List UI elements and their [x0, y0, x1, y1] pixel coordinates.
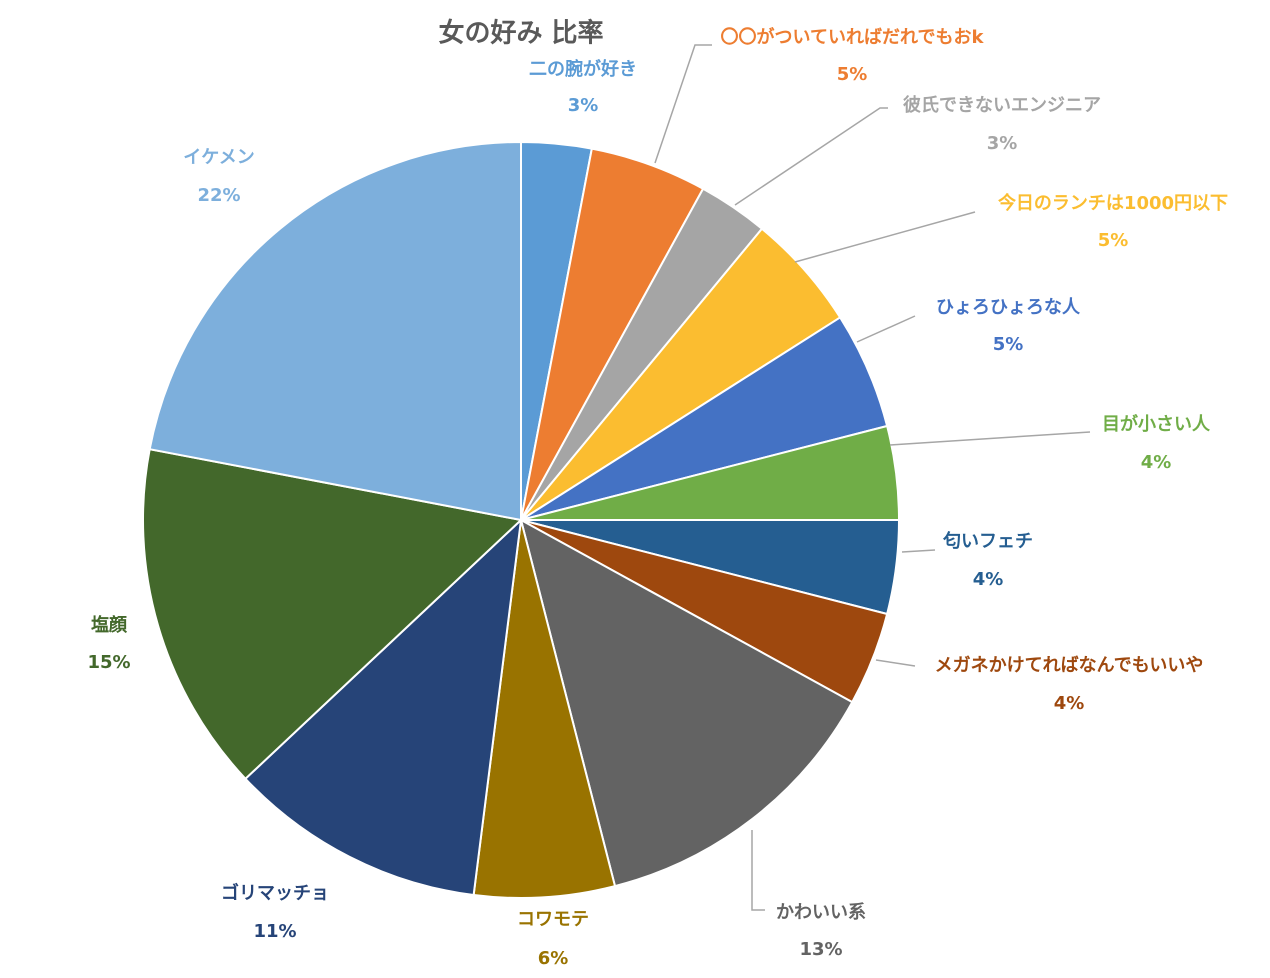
slice-label: 塩顔 [91, 614, 128, 636]
value-label: 5% [837, 64, 868, 85]
value-label: 13% [799, 939, 842, 960]
value-label: 3% [568, 95, 599, 116]
slice-label: 〇〇がついていればだれでもおk [721, 26, 985, 48]
value-label: 4% [1054, 693, 1085, 714]
pie-slice [472, 519, 617, 899]
leader-line [794, 211, 976, 263]
slice-label: 目が小さい人 [1102, 413, 1211, 435]
value-label: 11% [253, 921, 296, 942]
slice-label: メガネかけてればなんでもいいや [935, 655, 1204, 676]
pie-slice [142, 448, 524, 781]
leader-line [751, 830, 765, 911]
leader-line [901, 549, 936, 553]
value-label: 4% [1141, 452, 1172, 473]
slice-label: 匂いフェチ [942, 530, 1033, 552]
slice-label: ひょろひょろな人 [936, 297, 1081, 318]
chart-title: 女の好み 比率 [438, 18, 603, 49]
leader-line [889, 431, 1091, 446]
leader-line [734, 107, 888, 206]
value-label: 6% [538, 948, 569, 969]
slice-label: 彼氏できないエンジニア [903, 94, 1101, 116]
value-label: 5% [1098, 230, 1129, 251]
value-label: 3% [987, 133, 1018, 154]
value-label: 15% [87, 652, 130, 673]
pie-slice [519, 518, 854, 888]
value-label: 5% [993, 334, 1024, 355]
slice-label: 今日のランチは1000円以下 [998, 192, 1228, 214]
slice-label: かわいい系 [776, 902, 866, 923]
pie-slice [148, 140, 522, 522]
slice-label: ゴリマッチョ [221, 882, 329, 904]
value-label: 22% [197, 185, 240, 206]
slice-label: 二の腕が好き [529, 58, 637, 80]
leader-line [654, 44, 712, 164]
leader-line [875, 659, 916, 667]
pie-slice [244, 517, 523, 897]
slice-label: コワモテ [517, 909, 589, 930]
value-label: 4% [973, 569, 1004, 590]
slice-label: イケメン [183, 147, 254, 168]
leader-line [856, 315, 916, 343]
